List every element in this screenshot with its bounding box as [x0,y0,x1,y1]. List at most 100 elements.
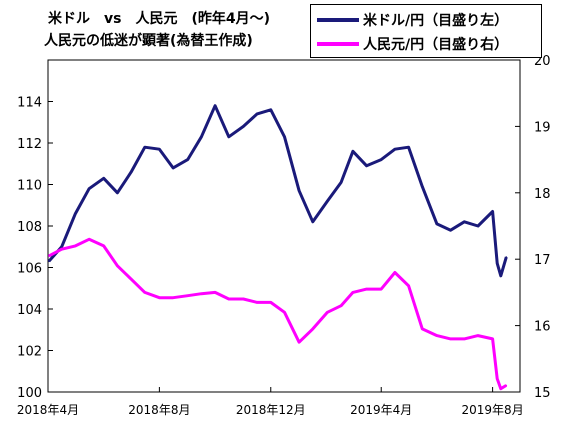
left-tick-label: 102 [17,345,42,360]
x-tick-label: 2019年4月 [350,403,412,417]
legend-swatch-usdjpy [317,18,359,22]
cnyjpy-point [352,291,354,294]
usdjpy-point [144,146,146,148]
left-tick-label: 100 [17,386,42,401]
left-tick-label: 112 [17,137,42,152]
usdjpy-point [130,171,132,173]
usdjpy-point [394,148,396,150]
usdjpy-point [326,200,329,202]
cnyjpy-point [214,291,216,294]
chart-legend: 米ドル/円（目盛り左） 人民元/円（目盛り右） [310,4,542,58]
right-tick-label: 17 [534,253,551,268]
cnyjpy-point [505,384,508,387]
usdjpy-point [283,136,286,138]
cnyjpy-point [407,285,410,287]
legend-swatch-cnyjpy [317,42,359,46]
plot-frame [47,59,521,393]
usdjpy-point [242,125,245,128]
right-tick-label: 18 [534,187,551,202]
cnyjpy-point [102,245,105,247]
cnyjpy-point [491,338,494,340]
cnyjpy-point [298,341,300,344]
right-tick-label: 19 [534,120,551,135]
cnyjpy-point [365,288,368,290]
x-tick-label: 2018年4月 [17,403,79,417]
cnyjpy-point [172,296,174,299]
left-tick-label: 104 [17,303,42,318]
cnyjpy-point [74,245,77,247]
usdjpy-line [47,104,508,278]
cnyjpy-point [200,292,203,295]
usdjpy-point [116,192,119,194]
usdjpy-point [172,167,174,169]
usdjpy-point [496,262,499,265]
usdjpy-point [421,185,424,188]
cnyjpy-point [48,255,50,257]
cnyjpy-point [158,296,161,299]
usdjpy-point [505,256,508,258]
usdjpy-point [270,109,272,111]
usdjpy-point [491,210,494,213]
cnyjpy-point [394,271,396,274]
cnyjpy-point [186,294,189,297]
cnyjpy-point [270,301,272,304]
x-tick-label: 2018年12月 [236,403,306,417]
usdjpy-point [228,136,230,138]
legend-label-cnyjpy: 人民元/円（目盛り右） [363,37,509,53]
usdjpy-point [200,136,203,138]
usdjpy-point [463,221,466,223]
cnyjpy-point [256,301,258,304]
usdjpy-point [436,223,438,225]
chart-title-line-2: 人民元の低迷が顕著(為替王作成) [44,33,253,49]
legend-item-usdjpy: 米ドル/円（目盛り左） [317,9,508,31]
usdjpy-point [158,148,161,150]
usdjpy-point [186,158,189,161]
right-tick-label: 15 [534,386,551,401]
usdjpy-point [48,260,50,263]
usdjpy-point [477,225,479,227]
cnyjpy-point [477,334,479,337]
cnyjpy-point [312,328,314,330]
cnyjpy-point [228,298,230,300]
x-tick-label: 2019年8月 [462,403,524,417]
cnyjpy-point [144,291,146,294]
cnyjpy-point [340,304,342,307]
cnyjpy-line [48,237,508,391]
usdjpy-point [500,275,502,277]
left-tick-label: 106 [17,262,42,277]
usdjpy-point [256,113,258,115]
usdjpy-point [298,189,300,192]
cnyjpy-point [421,328,424,330]
cnyjpy-point [242,298,245,300]
legend-label-usdjpy: 米ドル/円（目盛り左） [363,13,509,29]
left-tick-label: 110 [17,179,42,194]
cnyjpy-point [436,334,438,337]
cnyjpy-point [449,338,452,340]
usdjpy-point [312,221,314,223]
cnyjpy-point [283,311,286,314]
left-tick-label: 114 [17,96,42,111]
usdjpy-point [340,181,342,184]
usdjpy-point [365,165,368,167]
cnyjpy-point [380,288,383,290]
cnyjpy-point [326,311,329,314]
usdjpy-point [449,229,452,231]
cnyjpy-point [60,248,63,250]
cnyjpy-point [130,278,132,280]
usdjpy-point [88,187,90,190]
usdjpy-point [102,177,105,180]
chart-title-line-1: 米ドル vs 人民元 (昨年4月～) [48,11,270,27]
usdjpy-point [60,246,63,248]
x-tick-label: 2018年8月 [128,403,190,417]
right-tick-label: 16 [534,320,551,335]
usdjpy-point [407,146,410,148]
usdjpy-point [74,212,77,215]
usdjpy-point [214,104,216,107]
usdjpy-point [380,158,383,161]
cnyjpy-point [116,265,119,267]
cnyjpy-point [500,387,502,390]
legend-item-cnyjpy: 人民元/円（目盛り右） [317,33,508,55]
left-tick-label: 108 [17,220,42,235]
usdjpy-point [352,150,354,153]
